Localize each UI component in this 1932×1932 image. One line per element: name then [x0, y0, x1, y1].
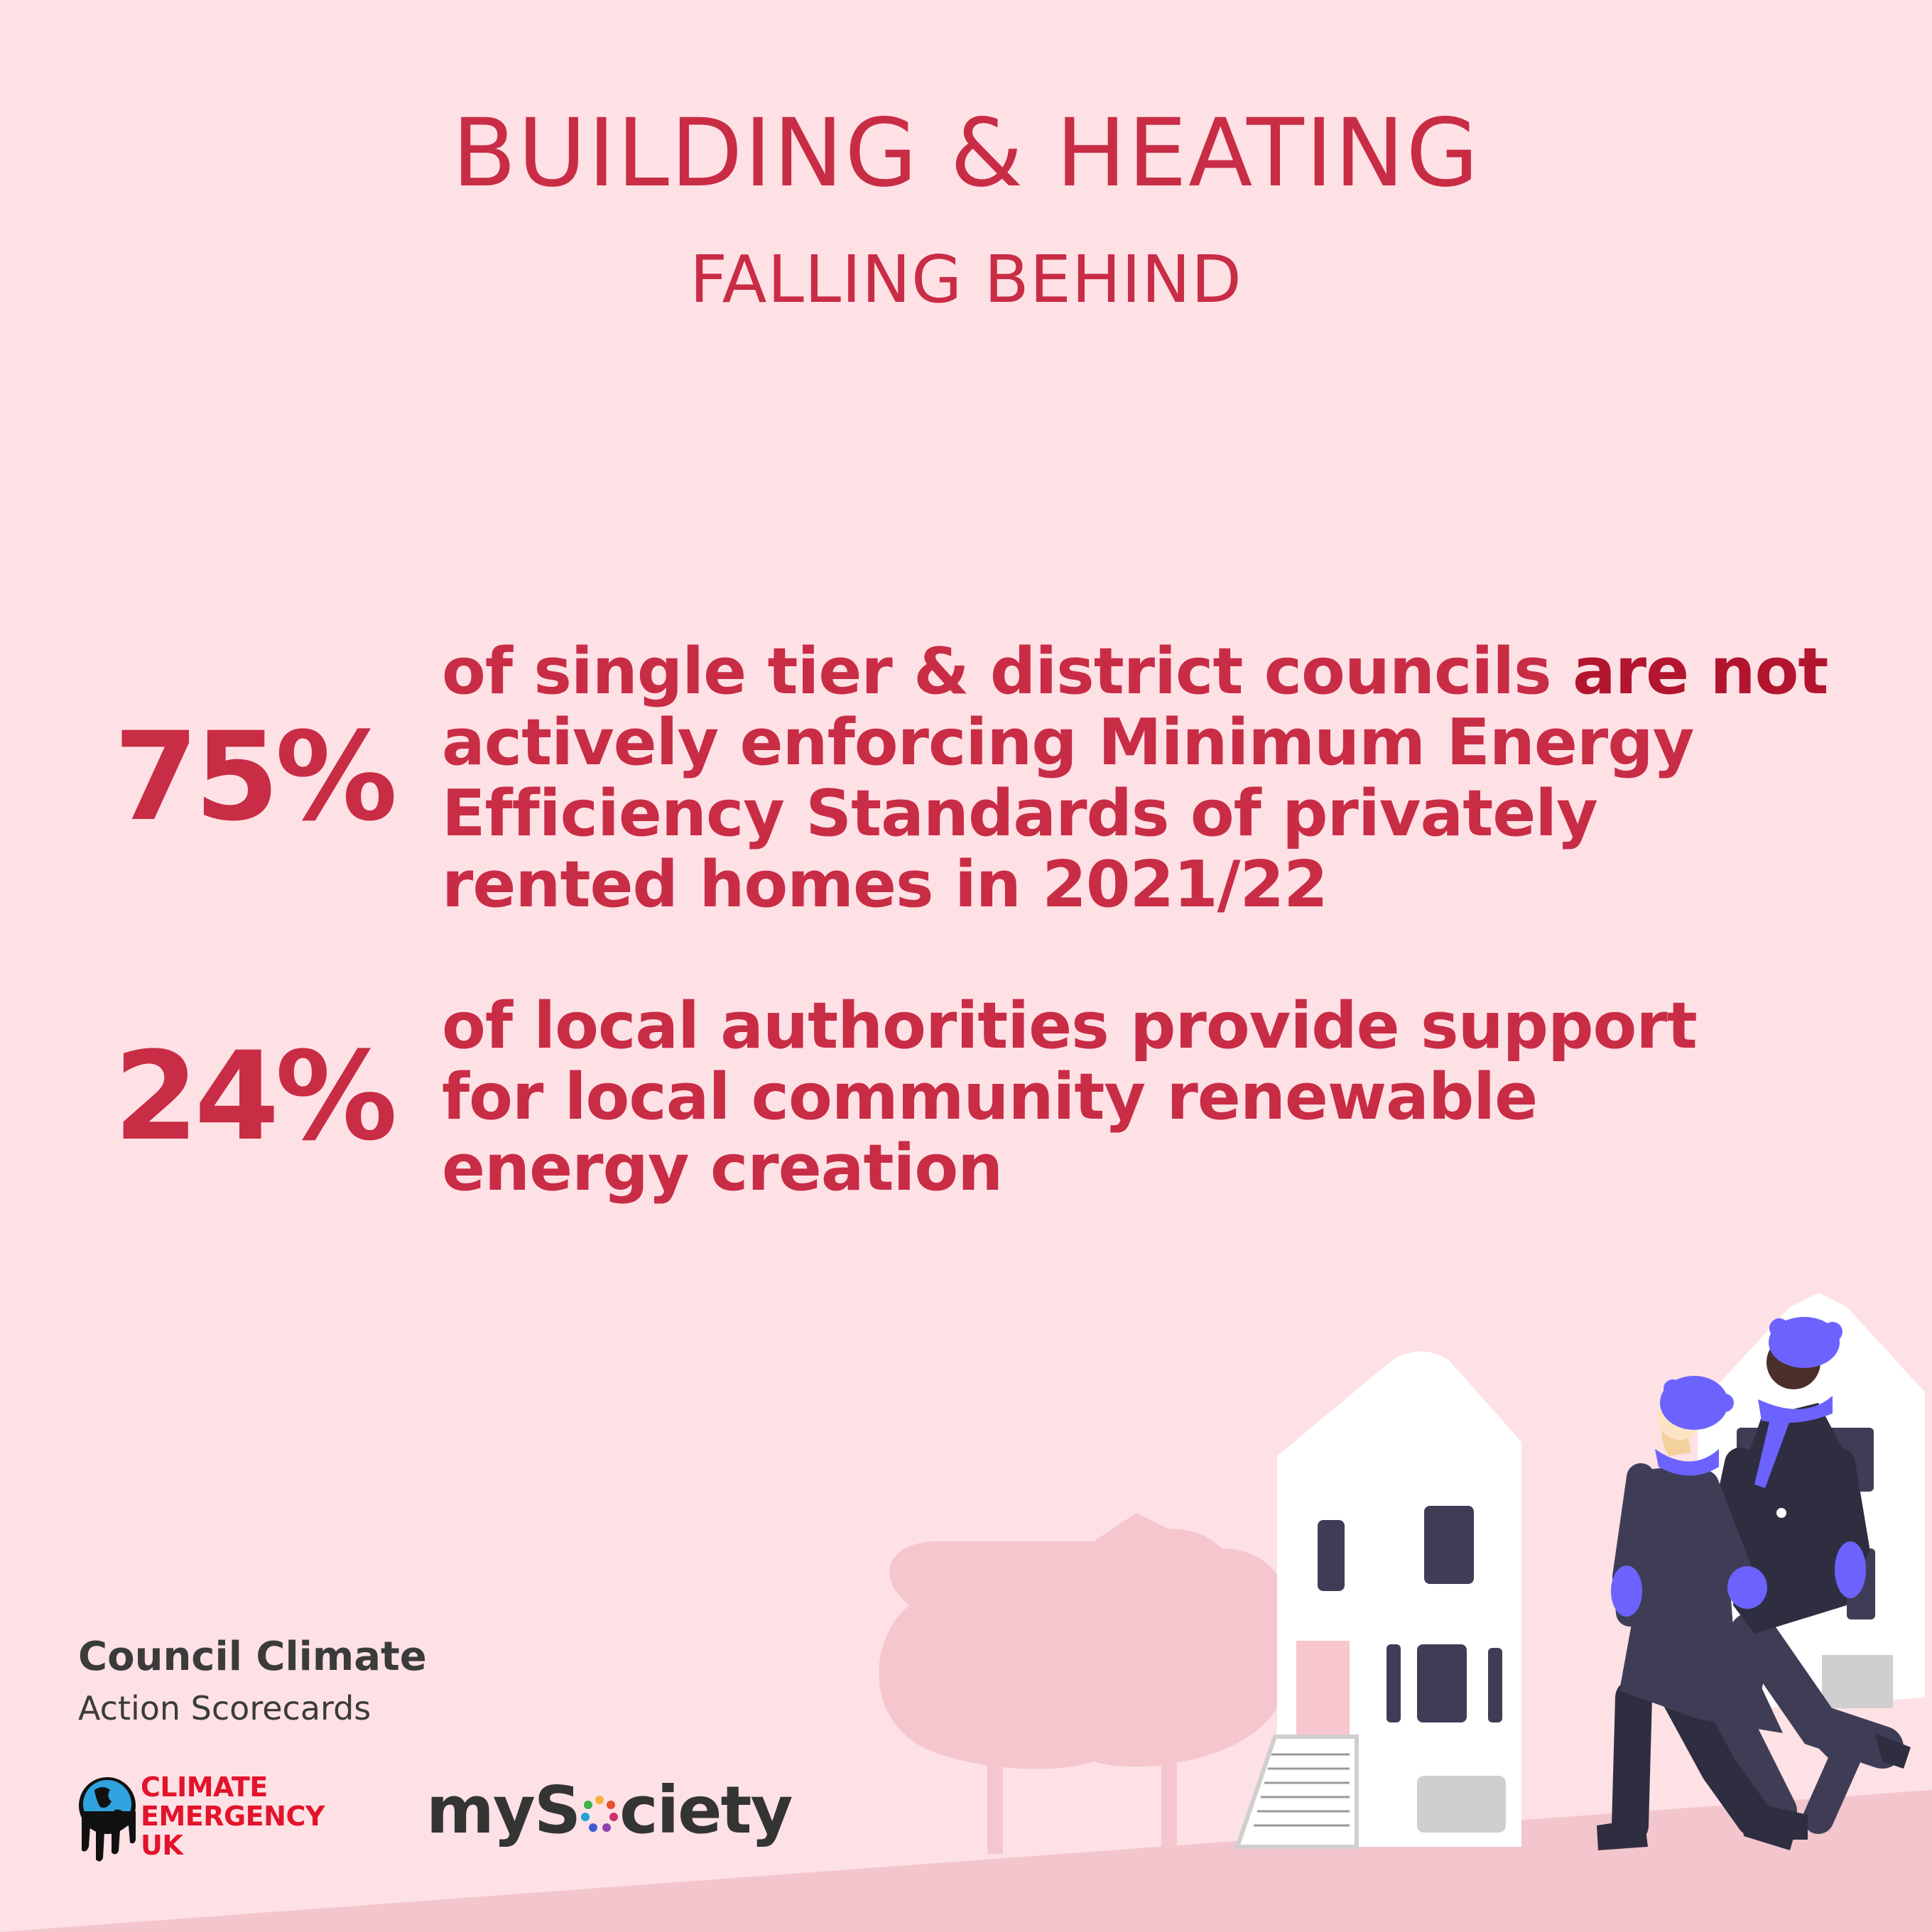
front-house-illustration	[1234, 1351, 1521, 1849]
page-title: BUILDING & HEATING	[452, 99, 1480, 208]
stat-text-emphasis: are not	[1573, 634, 1828, 709]
mysociety-dots-icon	[581, 1796, 619, 1832]
ceuk-line: EMERGENCY	[141, 1801, 325, 1832]
ceuk-line: CLIMATE	[141, 1771, 268, 1803]
climate-emergency-uk-logo-text: CLIMATE EMERGENCY UK	[141, 1773, 325, 1860]
scorecards-brand-subtitle: Action Scorecards	[78, 1689, 371, 1727]
stat-text-part: actively enforcing Minimum Energy Effici…	[442, 705, 1694, 922]
page-subtitle: FALLING BEHIND	[690, 242, 1242, 318]
tree-illustration	[879, 1513, 1296, 1854]
stat-text-renewables: of local authorities provide support for…	[442, 989, 1698, 1205]
mysociety-logo: myS ciety	[426, 1772, 793, 1848]
scorecards-brand-title: Council Climate	[78, 1634, 427, 1680]
climate-emergency-uk-globe-icon	[79, 1777, 136, 1862]
stat-value-renewables: 24%	[114, 1025, 398, 1168]
stat-value-enforcement: 75%	[114, 705, 398, 848]
ceuk-line: UK	[141, 1830, 183, 1861]
stat-text-enforcement: of single tier & district councils are n…	[442, 636, 1834, 921]
person-walking-left-illustration	[1597, 1376, 1797, 1850]
stat-text-part: of single tier & district councils	[442, 634, 1573, 709]
mysociety-text-start: myS	[426, 1772, 581, 1848]
mysociety-text-end: ciety	[619, 1772, 793, 1848]
